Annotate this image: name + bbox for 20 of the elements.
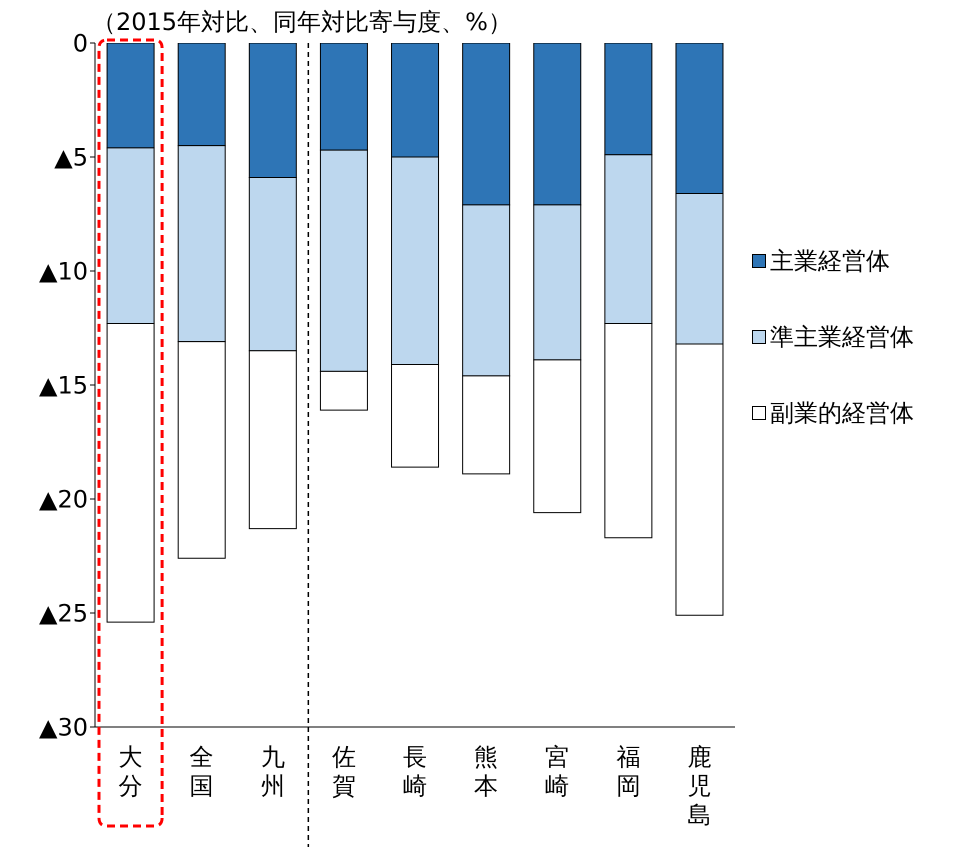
x-tick-label: 佐賀: [332, 743, 356, 800]
x-tick-label: 鹿児島: [687, 743, 712, 829]
x-tick-label: 長崎: [403, 743, 427, 800]
x-tick-label: 熊本: [474, 743, 498, 800]
y-tick-label: ▲30: [39, 714, 88, 742]
chart-subtitle: （2015年対比、同年対比寄与度、%）: [92, 7, 512, 38]
x-tick-label: 九州: [260, 743, 285, 800]
y-tick-label: ▲10: [39, 258, 88, 286]
legend-label: 準主業経営体: [770, 322, 914, 353]
y-tick-label: ▲15: [39, 372, 88, 400]
y-tick-label: ▲25: [39, 600, 88, 628]
x-tick-label: 全国: [190, 743, 214, 800]
y-tick-label: 0: [72, 30, 88, 58]
legend-label: 主業経営体: [770, 246, 890, 277]
x-tick-label: 宮崎: [545, 743, 570, 800]
x-tick-label: 福岡: [616, 743, 640, 800]
y-tick-label: ▲20: [39, 486, 88, 514]
y-tick-label: ▲5: [54, 144, 88, 172]
x-tick-label: 大分: [118, 743, 143, 800]
legend-label: 副業的経営体: [770, 398, 914, 429]
